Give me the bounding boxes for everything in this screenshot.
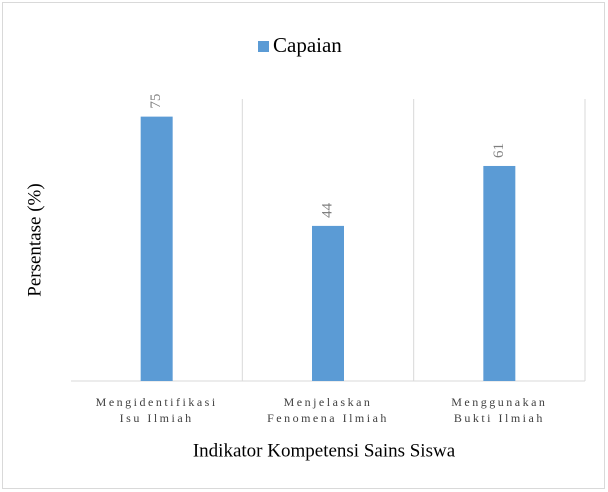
- y-axis-title: Persentase (%): [24, 183, 45, 296]
- x-tick-label: Mengidentifikasi Isu Ilmiah: [96, 395, 218, 425]
- x-axis-title: Indikator Kompetensi Sains Siswa: [193, 440, 456, 461]
- legend-label: Capaian: [273, 33, 342, 57]
- bar: [483, 165, 516, 381]
- x-tick-label: Menggunakan Bukti Ilmiah: [451, 395, 547, 425]
- value-label: 44: [319, 202, 335, 218]
- value-label: 75: [148, 94, 164, 109]
- bar: [140, 116, 173, 381]
- legend-swatch: [258, 41, 269, 52]
- x-tick-label: Menjelaskan Fenomena Ilmiah: [267, 395, 389, 425]
- bar: [312, 225, 344, 381]
- value-label: 61: [491, 143, 507, 158]
